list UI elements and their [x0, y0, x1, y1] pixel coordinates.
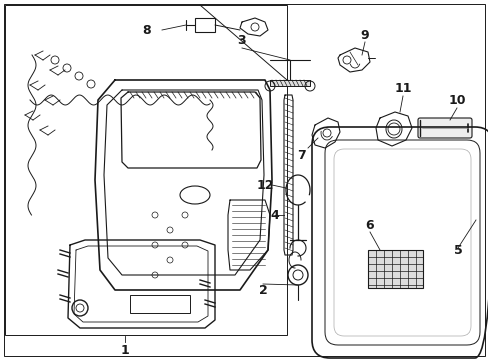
Text: 3: 3 — [237, 33, 246, 46]
Text: 11: 11 — [393, 81, 411, 95]
Text: 5: 5 — [453, 243, 462, 257]
Text: 9: 9 — [360, 28, 368, 41]
Text: 2: 2 — [258, 284, 267, 297]
Text: 7: 7 — [296, 149, 305, 162]
Text: 4: 4 — [270, 208, 279, 221]
Bar — [130, 295, 190, 313]
Text: 1: 1 — [121, 343, 129, 356]
Bar — [195, 18, 215, 32]
Text: 6: 6 — [365, 219, 373, 231]
Text: 10: 10 — [447, 94, 465, 107]
Text: 8: 8 — [142, 23, 151, 36]
Text: 12: 12 — [256, 179, 273, 192]
Bar — [269, 80, 309, 86]
Bar — [5, 5, 286, 335]
Bar — [367, 250, 422, 288]
FancyBboxPatch shape — [417, 118, 471, 138]
